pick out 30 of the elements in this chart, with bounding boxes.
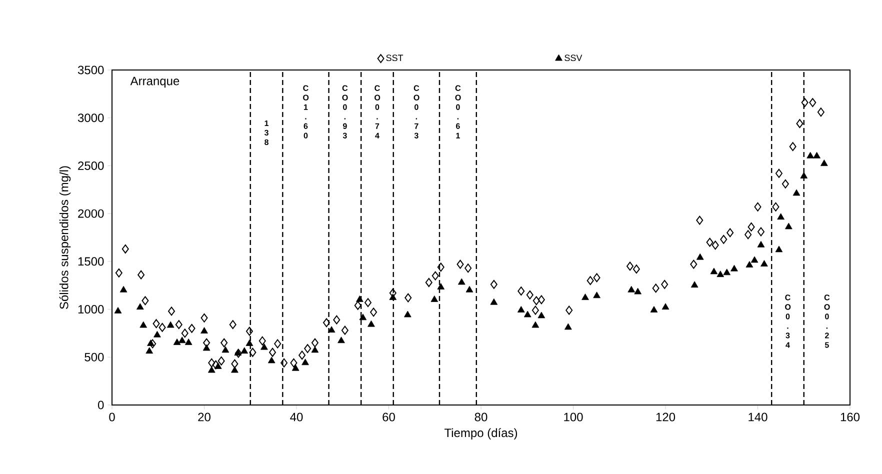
x-tick-label: 160	[840, 412, 860, 422]
annotation: C O 0 . 2 5	[824, 294, 830, 348]
annotation: C O 0 . 7 4	[374, 85, 380, 138]
annotation: C O 0 . 6 1	[455, 85, 461, 138]
x-axis-title: Tiempo (días)	[444, 428, 518, 440]
y-tick-label: 0	[98, 400, 104, 410]
y-tick-label: 3500	[78, 66, 104, 74]
annotation: C O 0 . 3 4	[785, 294, 791, 348]
x-tick-label: 120	[656, 412, 676, 422]
x-tick-label: 0	[109, 412, 115, 422]
annotation: C O 0 . 9 3	[342, 85, 348, 138]
x-tick-label: 40	[290, 412, 303, 422]
y-tick-label: 2500	[78, 161, 104, 170]
x-tick-label: 80	[474, 412, 488, 422]
annotation: C O 0 . 7 3	[414, 85, 420, 138]
y-tick-label: 1000	[78, 305, 104, 314]
y-tick-label: 1500	[78, 257, 104, 266]
annotation: C O 1 . 6 0	[303, 85, 309, 138]
legend-label: SST	[386, 54, 404, 62]
x-tick-label: 140	[748, 412, 768, 422]
x-tick-label: 20	[198, 412, 210, 422]
x-tick-label: 60	[382, 412, 395, 422]
x-tick-label: 100	[564, 412, 583, 422]
legend-label: SSV	[564, 54, 582, 62]
annotation: 1 3 8	[264, 120, 269, 146]
y-tick-label: 500	[84, 352, 104, 362]
annotation: Arranque	[130, 76, 180, 88]
y-tick-label: 2000	[78, 209, 104, 218]
y-tick-label: 3000	[78, 114, 104, 122]
y-axis-title: Sólidos suspendidos (mg/l)	[59, 166, 71, 309]
